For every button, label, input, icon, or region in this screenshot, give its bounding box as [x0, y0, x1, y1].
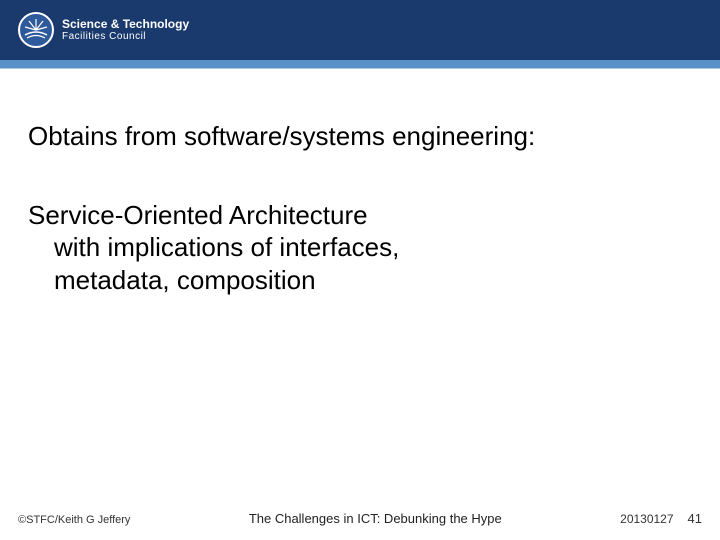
- footer-title: The Challenges in ICT: Debunking the Hyp…: [130, 511, 620, 526]
- logo: Science & Technology Facilities Council: [18, 12, 189, 48]
- paragraph-2-line2: with implications of interfaces,: [28, 231, 688, 264]
- slide-body: Obtains from software/systems engineerin…: [28, 120, 688, 296]
- paragraph-2-line1: Service-Oriented Architecture: [28, 199, 688, 232]
- logo-line2: Facilities Council: [62, 31, 189, 42]
- logo-line1: Science & Technology: [62, 18, 189, 31]
- footer-copyright: ©STFC/Keith G Jeffery: [18, 514, 130, 526]
- footer-date: 20130127: [620, 512, 673, 526]
- logo-sunburst-icon: [18, 12, 54, 48]
- footer-page-number: 41: [688, 511, 702, 526]
- slide-title: Cloud Computing: [423, 4, 706, 41]
- paragraph-2-line3: metadata, composition: [28, 264, 688, 297]
- logo-text: Science & Technology Facilities Council: [62, 18, 189, 42]
- paragraph-1: Obtains from software/systems engineerin…: [28, 120, 688, 153]
- footer: ©STFC/Keith G Jeffery The Challenges in …: [0, 511, 720, 526]
